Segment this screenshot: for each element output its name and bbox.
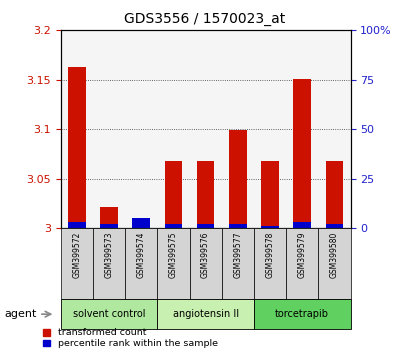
- Bar: [293, 222, 310, 228]
- Text: GSM399574: GSM399574: [136, 232, 145, 278]
- Bar: [221, 228, 253, 299]
- Bar: [228, 130, 246, 228]
- Bar: [68, 67, 85, 228]
- Bar: [100, 206, 117, 228]
- Bar: [196, 224, 214, 228]
- Text: solvent control: solvent control: [72, 309, 145, 319]
- Bar: [189, 228, 221, 299]
- Bar: [157, 299, 253, 329]
- Text: GSM399572: GSM399572: [72, 232, 81, 278]
- Bar: [261, 226, 278, 228]
- Bar: [61, 228, 93, 299]
- Bar: [325, 161, 342, 228]
- Text: agent: agent: [4, 309, 36, 319]
- Bar: [228, 224, 246, 228]
- Text: GSM399578: GSM399578: [265, 232, 274, 278]
- Bar: [93, 228, 125, 299]
- Text: GDS3556 / 1570023_at: GDS3556 / 1570023_at: [124, 12, 285, 27]
- Bar: [261, 161, 278, 228]
- Bar: [293, 79, 310, 228]
- Bar: [253, 299, 350, 329]
- Bar: [100, 224, 117, 228]
- Text: GSM399573: GSM399573: [104, 232, 113, 278]
- Bar: [285, 228, 317, 299]
- Bar: [132, 218, 150, 228]
- Bar: [125, 228, 157, 299]
- Bar: [253, 228, 285, 299]
- Bar: [325, 224, 342, 228]
- Text: GSM399575: GSM399575: [169, 232, 178, 278]
- Bar: [196, 161, 214, 228]
- Bar: [157, 228, 189, 299]
- Text: torcetrapib: torcetrapib: [274, 309, 328, 319]
- Bar: [164, 224, 182, 228]
- Text: GSM399576: GSM399576: [201, 232, 209, 278]
- Bar: [317, 228, 350, 299]
- Text: GSM399577: GSM399577: [233, 232, 242, 278]
- Legend: transformed count, percentile rank within the sample: transformed count, percentile rank withi…: [42, 327, 218, 349]
- Text: GSM399579: GSM399579: [297, 232, 306, 278]
- Bar: [61, 299, 157, 329]
- Text: GSM399580: GSM399580: [329, 232, 338, 278]
- Bar: [68, 222, 85, 228]
- Text: angiotensin II: angiotensin II: [172, 309, 238, 319]
- Bar: [164, 161, 182, 228]
